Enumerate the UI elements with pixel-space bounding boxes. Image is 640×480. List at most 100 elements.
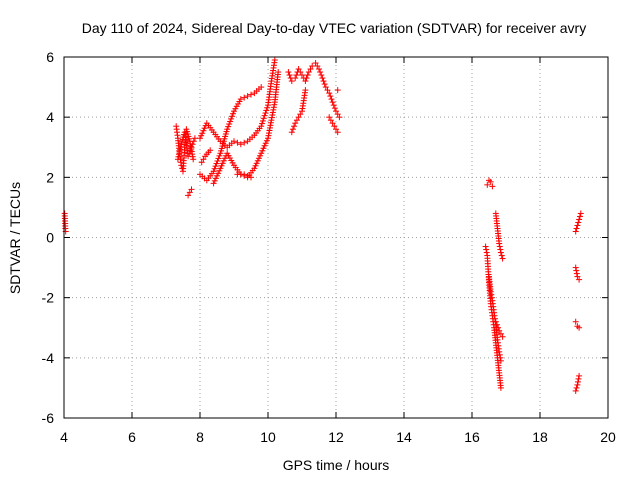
data-point-plus-marker [207, 147, 214, 154]
data-point-plus-marker [572, 318, 579, 325]
y-tick-label: -2 [42, 290, 55, 306]
data-point-plus-marker [574, 273, 581, 280]
data-point-plus-marker [312, 60, 319, 67]
data-point-plus-marker [487, 288, 494, 295]
data-point-plus-marker [217, 165, 224, 172]
data-point-plus-marker [302, 78, 309, 85]
data-point-plus-marker [174, 156, 181, 163]
data-point-plus-marker [331, 105, 338, 112]
data-point-plus-marker [320, 78, 327, 85]
chart-title: Day 110 of 2024, Sidereal Day-to-day VTE… [82, 20, 586, 36]
data-point-plus-marker [177, 143, 184, 150]
data-point-plus-marker [176, 148, 183, 155]
data-point-plus-marker [299, 72, 305, 79]
data-point-plus-marker [291, 123, 298, 130]
data-point-plus-marker [293, 117, 300, 124]
data-point-plus-marker [248, 174, 254, 181]
data-point-plus-marker [175, 153, 182, 160]
data-point-plus-marker [215, 155, 222, 162]
data-point-plus-marker [297, 69, 304, 76]
data-point-plus-marker [497, 246, 504, 253]
data-point-plus-marker [482, 243, 489, 250]
data-point-plus-marker [210, 180, 217, 187]
data-point-plus-marker [191, 135, 198, 142]
data-point-plus-marker [304, 72, 311, 79]
data-point-plus-marker [316, 66, 322, 73]
y-tick-label: -4 [42, 350, 55, 366]
data-point-plus-marker [307, 66, 314, 73]
data-point-plus-marker [572, 228, 579, 235]
data-point-plus-marker [226, 121, 233, 128]
data-point-plus-marker [286, 72, 293, 79]
data-point-plus-marker [488, 294, 495, 301]
data-point-plus-marker [576, 216, 583, 223]
data-point-plus-marker [575, 375, 582, 382]
data-point-plus-marker [187, 147, 194, 154]
data-point-plus-marker [333, 108, 339, 115]
data-point-plus-marker [493, 321, 500, 328]
x-tick-label: 20 [600, 429, 616, 445]
data-point-plus-marker [271, 57, 278, 64]
data-points [61, 57, 584, 394]
data-point-plus-marker [293, 72, 300, 79]
data-point-plus-marker [289, 126, 296, 133]
data-point-plus-marker [497, 249, 504, 256]
data-point-plus-marker [573, 270, 580, 277]
data-point-plus-marker [185, 192, 192, 199]
y-tick-label: 6 [46, 49, 54, 65]
data-point-plus-marker [241, 171, 248, 178]
data-point-plus-marker [263, 107, 270, 114]
data-point-plus-marker [576, 324, 583, 331]
data-point-plus-marker [241, 139, 248, 146]
data-point-plus-marker [234, 139, 241, 146]
data-point-plus-marker [230, 110, 237, 117]
data-point-plus-marker [292, 120, 299, 127]
data-point-plus-marker [212, 163, 219, 170]
data-point-plus-marker [260, 145, 267, 152]
data-point-plus-marker [496, 348, 503, 355]
data-point-plus-marker [321, 81, 328, 88]
data-point-plus-marker [218, 162, 225, 169]
data-point-plus-marker [334, 129, 341, 136]
data-point-plus-marker [497, 357, 504, 364]
data-point-plus-marker [318, 72, 325, 79]
data-point-plus-marker [211, 165, 218, 172]
x-tick-label: 18 [532, 429, 548, 445]
data-point-plus-marker [220, 157, 227, 164]
data-point-plus-marker [492, 318, 499, 325]
data-point-plus-marker [237, 141, 244, 148]
data-point-plus-marker [264, 104, 271, 111]
data-point-plus-marker [303, 75, 310, 82]
data-point-plus-marker [336, 114, 343, 121]
data-point-plus-marker [201, 125, 208, 132]
data-point-plus-marker [496, 240, 503, 247]
data-point-plus-marker [329, 99, 336, 106]
data-point-plus-marker [499, 333, 506, 340]
data-point-plus-marker [572, 264, 579, 271]
data-point-plus-marker [261, 142, 268, 149]
data-point-plus-marker [216, 167, 223, 174]
data-point-plus-marker [295, 114, 302, 121]
data-point-plus-marker [177, 146, 184, 153]
data-point-plus-marker [328, 96, 335, 103]
data-point-plus-marker [495, 324, 502, 331]
x-tick-label: 16 [464, 429, 480, 445]
data-point-plus-marker [319, 75, 326, 82]
data-point-plus-marker [333, 126, 339, 133]
data-point-plus-marker [259, 117, 266, 124]
axis-ticks: 4 6 8 10 12 14 16 18 20 -6 -4 -2 0 2 4 6 [42, 49, 616, 445]
data-point-plus-marker [260, 115, 267, 122]
data-point-plus-marker [577, 210, 584, 217]
data-point-plus-marker [186, 189, 193, 196]
data-point-plus-marker [327, 93, 334, 100]
data-point-plus-marker [244, 93, 251, 100]
data-point-plus-marker [496, 351, 503, 358]
data-point-plus-marker [295, 66, 302, 73]
data-point-plus-marker [330, 102, 337, 109]
data-point-plus-marker [227, 118, 234, 125]
x-tick-label: 4 [60, 429, 68, 445]
data-point-plus-marker [199, 130, 206, 137]
data-point-plus-marker [244, 172, 251, 179]
data-point-plus-marker [200, 127, 207, 134]
